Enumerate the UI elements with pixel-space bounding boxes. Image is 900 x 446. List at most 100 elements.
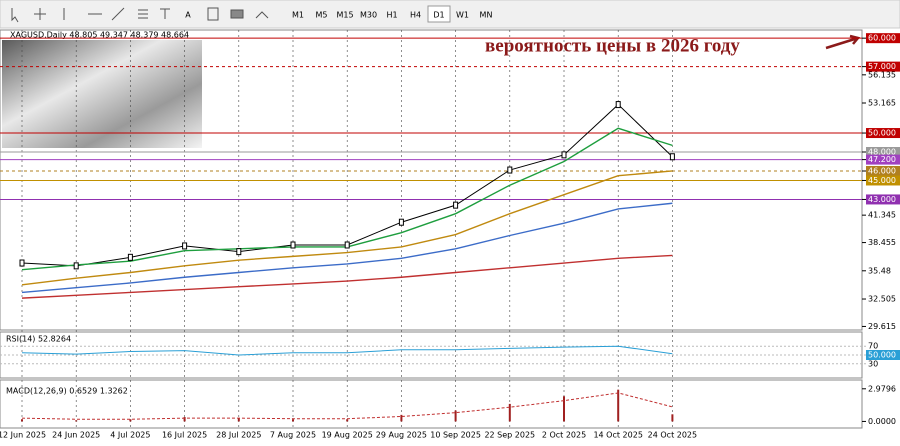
- rsi-tick-label: 30: [868, 359, 878, 368]
- candle: [236, 248, 242, 256]
- timeframe-button[interactable]: D1: [433, 11, 444, 20]
- rect-icon[interactable]: [230, 9, 244, 19]
- price-tick-label: 53.165: [868, 99, 896, 108]
- timeframe-button[interactable]: M5: [316, 11, 328, 20]
- date-label: 24 Oct 2025: [648, 431, 697, 440]
- rsi-label: RSI(14) 52.8264: [6, 335, 71, 344]
- price-label-box: [866, 128, 900, 139]
- text-tool[interactable]: A: [185, 11, 191, 20]
- price-tick-label: 47.200: [868, 155, 896, 164]
- rsi-line: [21, 345, 673, 356]
- moving-average: [21, 170, 673, 286]
- candle: [398, 218, 404, 226]
- text-icon[interactable]: [160, 8, 170, 19]
- macd-bar: [508, 403, 511, 422]
- candle: [19, 259, 25, 267]
- shapes-icon[interactable]: [255, 11, 269, 19]
- annotation: вероятность цены в 2026 году: [485, 35, 740, 56]
- price-tick-label: 60.000: [868, 34, 896, 43]
- timeframe-button[interactable]: M15: [336, 11, 353, 20]
- candle: [615, 101, 621, 109]
- macd-bar: [671, 414, 674, 422]
- price-tick-label: 45.000: [868, 176, 896, 185]
- timeframe-button[interactable]: MN: [480, 11, 493, 20]
- price-tick-label: 56.135: [868, 70, 896, 79]
- macd-bar: [346, 419, 349, 422]
- macd-bar: [21, 419, 23, 422]
- price-tick-label: 48.000: [868, 148, 896, 157]
- timeframe-button[interactable]: M1: [292, 11, 304, 20]
- date-label: 22 Sep 2025: [484, 431, 535, 440]
- timeframe-button[interactable]: W1: [456, 11, 469, 20]
- date-label: 28 Jul 2025: [216, 431, 261, 440]
- macd-tick-label: 2.9796: [868, 384, 896, 393]
- date-label: 7 Aug 2025: [270, 431, 316, 440]
- price-tick-label: 35.48: [868, 266, 891, 275]
- date-label: 10 Sep 2025: [430, 431, 481, 440]
- price-tick-label: 50.000: [868, 129, 896, 138]
- price-tick-label: 43.000: [868, 195, 896, 204]
- silver-image: [2, 40, 202, 148]
- timeframe-button[interactable]: H1: [386, 11, 397, 20]
- macd-tick-label: 0.0000: [868, 417, 896, 426]
- price-label-box: [866, 61, 900, 72]
- price-tick-label: 46.000: [868, 166, 896, 175]
- macd-bar: [292, 419, 294, 422]
- rsi-tick-label: 70: [868, 342, 878, 351]
- crosshair-icon[interactable]: [34, 8, 46, 20]
- price-label-box: [866, 33, 900, 44]
- candle: [507, 166, 513, 174]
- fibo-icon[interactable]: [138, 9, 148, 19]
- price-label-box: [866, 175, 900, 186]
- price-label-box: [866, 154, 900, 165]
- macd-bar: [563, 396, 565, 422]
- rsi-panel: [0, 331, 863, 379]
- macd-label: MACD(12,26,9) 0.6529 1.3262: [6, 387, 128, 396]
- price-tick-label: 38.455: [868, 238, 896, 247]
- macd-bar: [75, 420, 78, 422]
- moving-average: [21, 202, 673, 294]
- candle: [669, 153, 675, 161]
- macd-bar: [454, 410, 457, 422]
- price-tick-label: 41.345: [868, 211, 896, 220]
- label-icon[interactable]: [207, 7, 219, 21]
- trendline-icon[interactable]: [111, 7, 125, 21]
- date-label: 2 Oct 2025: [542, 431, 586, 440]
- timeframe-button[interactable]: H4: [410, 11, 421, 20]
- rsi-tick-label: 50.000: [868, 351, 896, 360]
- timeframe-active: [427, 5, 451, 23]
- date-label: 19 Aug 2025: [322, 431, 373, 440]
- candle: [344, 241, 350, 249]
- macd-bar: [129, 419, 132, 422]
- macd-panel: [0, 379, 863, 429]
- candle: [182, 242, 188, 250]
- date-label: 29 Aug 2025: [376, 431, 427, 440]
- timeframe-button[interactable]: M30: [360, 11, 377, 20]
- price-tick-label: 29.615: [868, 322, 896, 331]
- date-label: 4 Jul 2025: [110, 431, 150, 440]
- toolbar-icons: [11, 7, 269, 23]
- cursor-icon[interactable]: [11, 8, 19, 23]
- symbol-header: XAGUSD,Daily 48.805 49.347 48.379 48.664: [10, 31, 189, 40]
- candle: [453, 201, 459, 209]
- macd-bar: [400, 414, 403, 422]
- moving-average: [21, 254, 673, 299]
- date-label: 14 Oct 2025: [593, 431, 642, 440]
- price-tick-label: 32.505: [868, 295, 896, 304]
- date-label: 16 Jul 2025: [162, 431, 207, 440]
- candle: [73, 262, 79, 270]
- date-label: 12 Jun 2025: [0, 431, 46, 440]
- candle: [127, 253, 133, 261]
- price-label-box: [866, 165, 900, 176]
- price-label-box: [866, 194, 900, 205]
- macd-signal: [21, 392, 673, 420]
- price-label-box: [866, 147, 900, 158]
- date-label: 24 Jun 2025: [52, 431, 100, 440]
- macd-bar: [183, 417, 186, 422]
- candle: [561, 151, 567, 159]
- price-tick-label: 57.000: [868, 62, 896, 71]
- macd-bar: [237, 418, 240, 422]
- candle: [290, 241, 296, 249]
